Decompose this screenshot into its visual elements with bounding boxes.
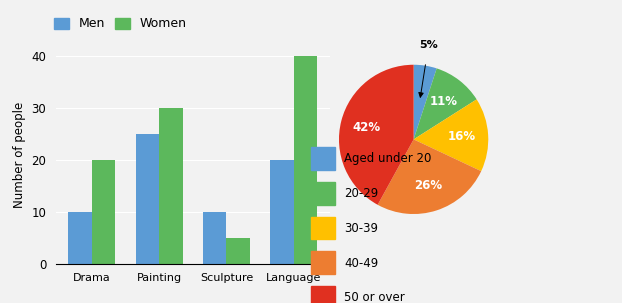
Text: 42%: 42%: [353, 121, 381, 134]
Bar: [68, 212, 92, 264]
Text: 40-49: 40-49: [344, 257, 378, 269]
Text: Aged under 20: Aged under 20: [344, 152, 431, 165]
Text: 20-29: 20-29: [344, 187, 378, 200]
Text: 50 or over: 50 or over: [344, 291, 405, 303]
Wedge shape: [414, 68, 476, 139]
Bar: [203, 212, 226, 264]
Text: 5%: 5%: [419, 40, 438, 50]
Text: 26%: 26%: [414, 179, 443, 192]
Bar: [226, 238, 250, 264]
Wedge shape: [339, 65, 414, 205]
Text: 11%: 11%: [429, 95, 457, 108]
Text: 30-39: 30-39: [344, 222, 378, 235]
Bar: [294, 56, 317, 264]
Wedge shape: [414, 65, 437, 139]
Y-axis label: Number of people: Number of people: [13, 102, 26, 208]
Legend: Men, Women: Men, Women: [49, 12, 192, 35]
Bar: [159, 108, 183, 264]
Bar: [92, 160, 116, 264]
Text: 16%: 16%: [448, 130, 476, 143]
Wedge shape: [378, 139, 481, 214]
Bar: [136, 134, 159, 264]
Bar: [270, 160, 294, 264]
Wedge shape: [414, 99, 488, 171]
